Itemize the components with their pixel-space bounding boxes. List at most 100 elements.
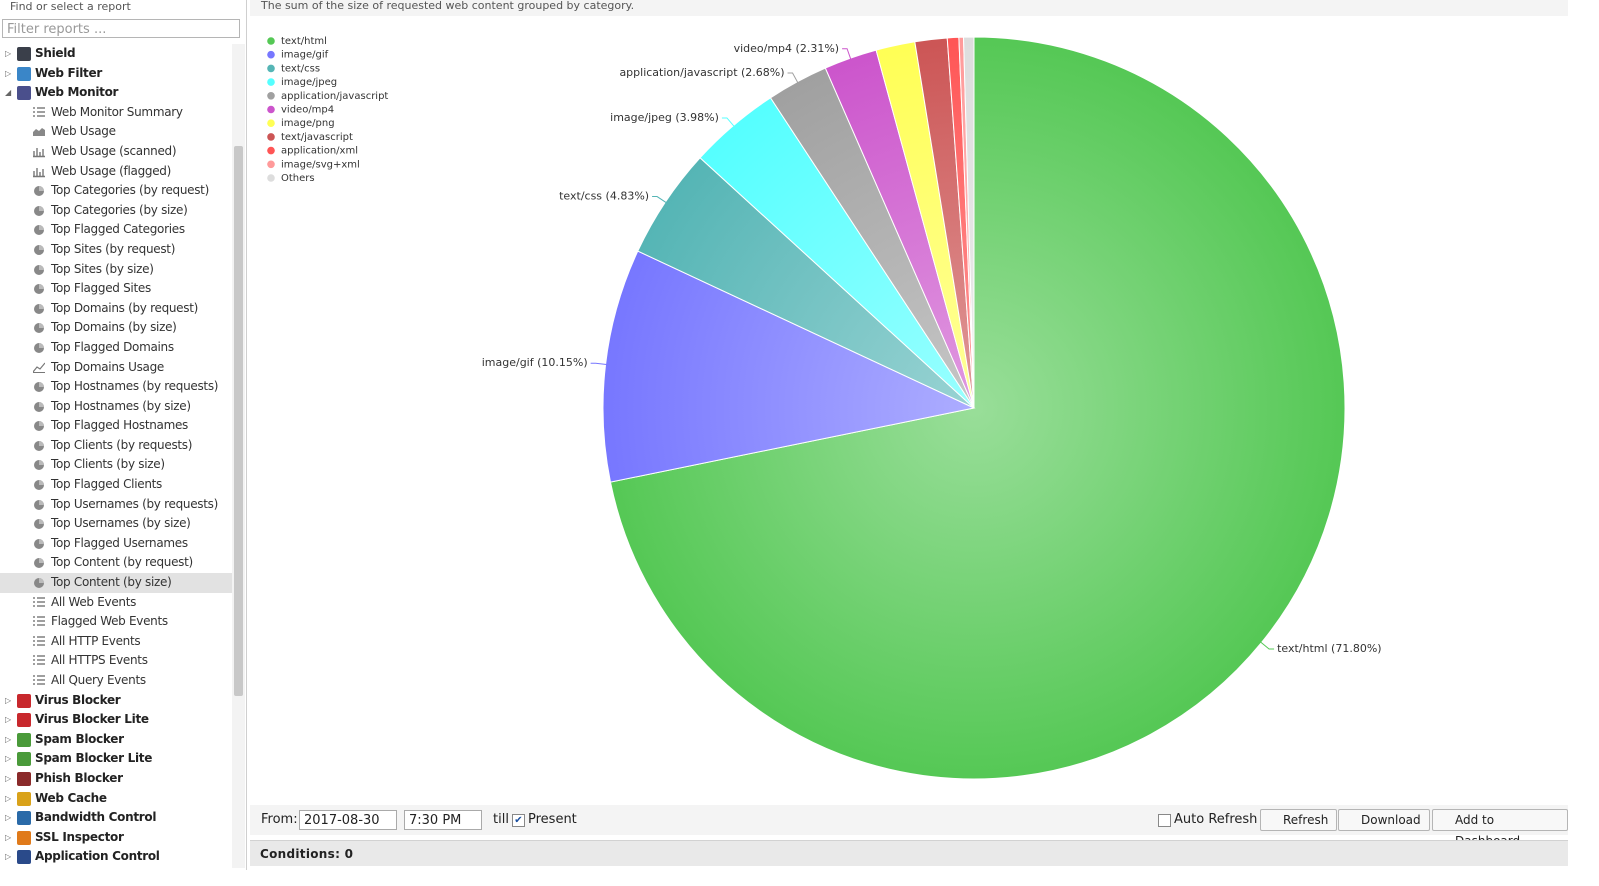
app-label: Web Filter [35,65,102,80]
tree-report[interactable]: Top Flagged Clients [0,475,232,495]
tree-report[interactable]: Web Usage (flagged) [0,162,232,182]
report-label: Top Flagged Hostnames [51,418,189,433]
tree-report[interactable]: Top Domains Usage [0,358,232,378]
report-icon [34,499,44,510]
present-checkbox[interactable]: ✔ [512,814,525,827]
app-label: Virus Blocker Lite [35,712,149,727]
expand-toggle[interactable]: ▷ [5,754,11,764]
tree-report[interactable]: Top Hostnames (by requests) [0,377,232,397]
tree-app[interactable]: ▷ SSL Inspector [0,828,232,848]
report-label: Top Clients (by requests) [51,437,193,452]
app-label: Virus Blocker [35,692,121,707]
expand-toggle[interactable]: ▷ [5,49,11,58]
legend-label: Others [281,173,315,184]
report-label: Top Sites (by request) [51,241,176,256]
tree-app[interactable]: ▷ Virus Blocker [0,691,232,711]
tree-report[interactable]: Top Flagged Usernames [0,534,232,554]
conditions-bar[interactable]: Conditions: 0 [250,840,1568,866]
expand-toggle[interactable]: ▷ [5,852,11,862]
app-label: Web Monitor [35,85,119,100]
time-field[interactable]: 7:30 PM [404,810,482,830]
report-icon [34,323,44,334]
tree-app[interactable]: ▷ Spam Blocker [0,730,232,750]
tree-report[interactable]: Web Monitor Summary [0,103,232,123]
tree-app[interactable]: ▷ Virus Blocker Lite [0,710,232,730]
tree-report[interactable]: Web Usage (scanned) [0,142,232,162]
report-label: Web Usage (flagged) [51,163,171,178]
report-label: Top Hostnames (by requests) [51,379,219,394]
report-icon [34,460,44,471]
tree-report[interactable]: Top Clients (by requests) [0,436,232,456]
tree-report[interactable]: Top Flagged Sites [0,279,232,299]
tree-app[interactable]: ▷ Web Filter [0,64,232,84]
tree-report[interactable]: All HTTP Events [0,632,232,652]
tree-report[interactable]: Web Usage [0,122,232,142]
tree-app[interactable]: ▷ Spam Blocker Lite [0,749,232,769]
data-label: video/mp4 (2.31%) [734,42,839,55]
report-icon [34,264,44,275]
expand-toggle[interactable]: ▷ [5,793,11,803]
tree-app[interactable]: ▷ Bandwidth Control [0,808,232,828]
label-connector [1259,641,1275,650]
scrollbar[interactable] [232,44,245,868]
tree-report[interactable]: Top Domains (by request) [0,299,232,319]
tree-report[interactable]: Top Domains (by size) [0,318,232,338]
expand-toggle[interactable]: ▷ [5,734,11,744]
tree-app[interactable]: ▷ Application Control [0,847,232,867]
tree-report[interactable]: Top Categories (by size) [0,201,232,221]
tree-report[interactable]: Top Flagged Hostnames [0,416,232,436]
expand-toggle[interactable]: ▷ [5,813,11,823]
expand-toggle[interactable]: ▷ [5,695,11,705]
tree-report[interactable]: Top Flagged Categories [0,220,232,240]
tree-report[interactable]: Top Sites (by size) [0,260,232,280]
tree-app[interactable]: ▷ Web Cache [0,789,232,809]
expand-toggle[interactable]: ▷ [5,773,11,783]
refresh-button[interactable]: Refresh [1260,809,1338,831]
report-icon [34,382,44,393]
tree-report[interactable]: All Query Events [0,671,232,691]
tree-report[interactable]: Top Categories (by request) [0,181,232,201]
tree-report[interactable]: Top Clients (by size) [0,455,232,475]
tree-app[interactable]: ◢ Web Monitor [0,83,232,103]
report-icon [34,284,44,295]
tree-report[interactable]: Top Sites (by request) [0,240,232,260]
till-label: till [493,812,509,827]
report-tree: ▷ Shield ▷ Web Filter ◢ Web Monitor Web Monito… [0,44,232,867]
report-label: Top Content (by request) [51,555,193,570]
report-label: Top Sites (by size) [51,261,154,276]
add-dashboard-button[interactable]: Add to Dashboard [1432,809,1568,848]
tree-report[interactable]: Flagged Web Events [0,612,232,632]
app-label: Shield [35,46,76,60]
report-icon [34,186,44,197]
tree-report[interactable]: Top Usernames (by size) [0,514,232,534]
auto-refresh-checkbox[interactable] [1158,814,1171,827]
expand-toggle[interactable]: ▷ [5,68,11,78]
tree-report[interactable]: All HTTPS Events [0,651,232,671]
download-button[interactable]: Download [1338,809,1430,831]
report-icon [34,538,44,549]
tree-report[interactable]: Top Hostnames (by size) [0,397,232,417]
tree-report[interactable]: Top Flagged Domains [0,338,232,358]
scroll-thumb[interactable] [234,146,243,696]
tree-app[interactable]: ▷ Shield [0,44,232,64]
tree-report[interactable]: Top Content (by size) [0,573,232,593]
label-connector [842,48,852,61]
legend-marker [267,174,275,182]
report-icon [33,597,45,607]
tree-report[interactable]: Top Usernames (by requests) [0,495,232,515]
expand-toggle[interactable]: ◢ [5,88,11,98]
tree-report[interactable]: Top Content (by request) [0,553,232,573]
app-icon [17,732,31,747]
legend-marker [267,50,275,59]
data-label: application/javascript (2.68%) [619,66,784,79]
filter-input[interactable]: Filter reports ... [2,19,240,38]
date-field[interactable]: 2017-08-30 [299,810,397,830]
expand-toggle[interactable]: ▷ [5,832,11,842]
present-label: Present [528,812,577,827]
tree-app[interactable]: ▷ Phish Blocker [0,769,232,789]
legend-label: application/xml [281,146,358,157]
tree-report[interactable]: All Web Events [0,593,232,613]
label-connector [721,117,736,128]
expand-toggle[interactable]: ▷ [5,715,11,725]
app-icon [17,752,31,767]
